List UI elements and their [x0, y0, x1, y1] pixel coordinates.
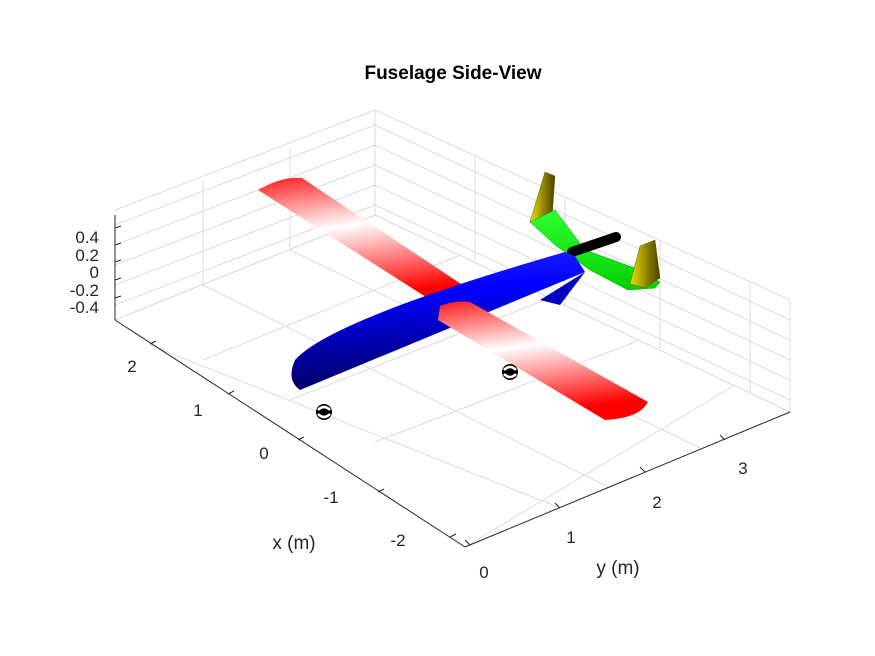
z-tick-marks — [114, 225, 122, 299]
wing-far-half — [258, 177, 470, 306]
z-tick-label: 0.2 — [75, 246, 99, 265]
y-tick-label: 1 — [566, 528, 575, 547]
propeller — [567, 232, 621, 257]
x-tick-label: 0 — [259, 444, 268, 463]
x-tick-labels: 2 1 0 -1 -2 — [127, 357, 405, 550]
z-tick-label: -0.4 — [70, 298, 99, 317]
y-axis-label: y (m) — [596, 558, 639, 579]
y-tick-label: 0 — [479, 563, 488, 582]
fuselage — [291, 252, 585, 390]
aircraft-model — [258, 171, 661, 420]
y-tick-labels: 0 1 2 3 — [479, 459, 747, 582]
vertical-fin-right — [629, 239, 661, 289]
z-tick-labels: 0.4 0.2 0 -0.2 -0.4 — [70, 228, 99, 317]
x-tick-label: 2 — [127, 357, 136, 376]
y-tick-label: 2 — [652, 493, 661, 512]
wheel-front — [316, 404, 332, 420]
fuselage-tail-cone — [540, 272, 585, 305]
wing-near-half — [438, 301, 648, 420]
x-tick-label: -1 — [323, 488, 338, 507]
x-tick-label: 1 — [193, 401, 202, 420]
x-tick-marks — [149, 340, 457, 538]
axes-lines — [114, 215, 791, 548]
x-tick-label: -2 — [390, 531, 405, 550]
z-tick-label: -0.2 — [70, 281, 99, 300]
y-tick-marks — [464, 434, 726, 546]
x-axis-label: x (m) — [272, 533, 315, 554]
z-tick-label: 0 — [90, 263, 99, 282]
y-tick-label: 3 — [738, 459, 747, 478]
z-tick-label: 0.4 — [75, 228, 99, 247]
wheel-main — [502, 364, 518, 380]
chart-title: Fuselage Side-View — [364, 63, 541, 84]
